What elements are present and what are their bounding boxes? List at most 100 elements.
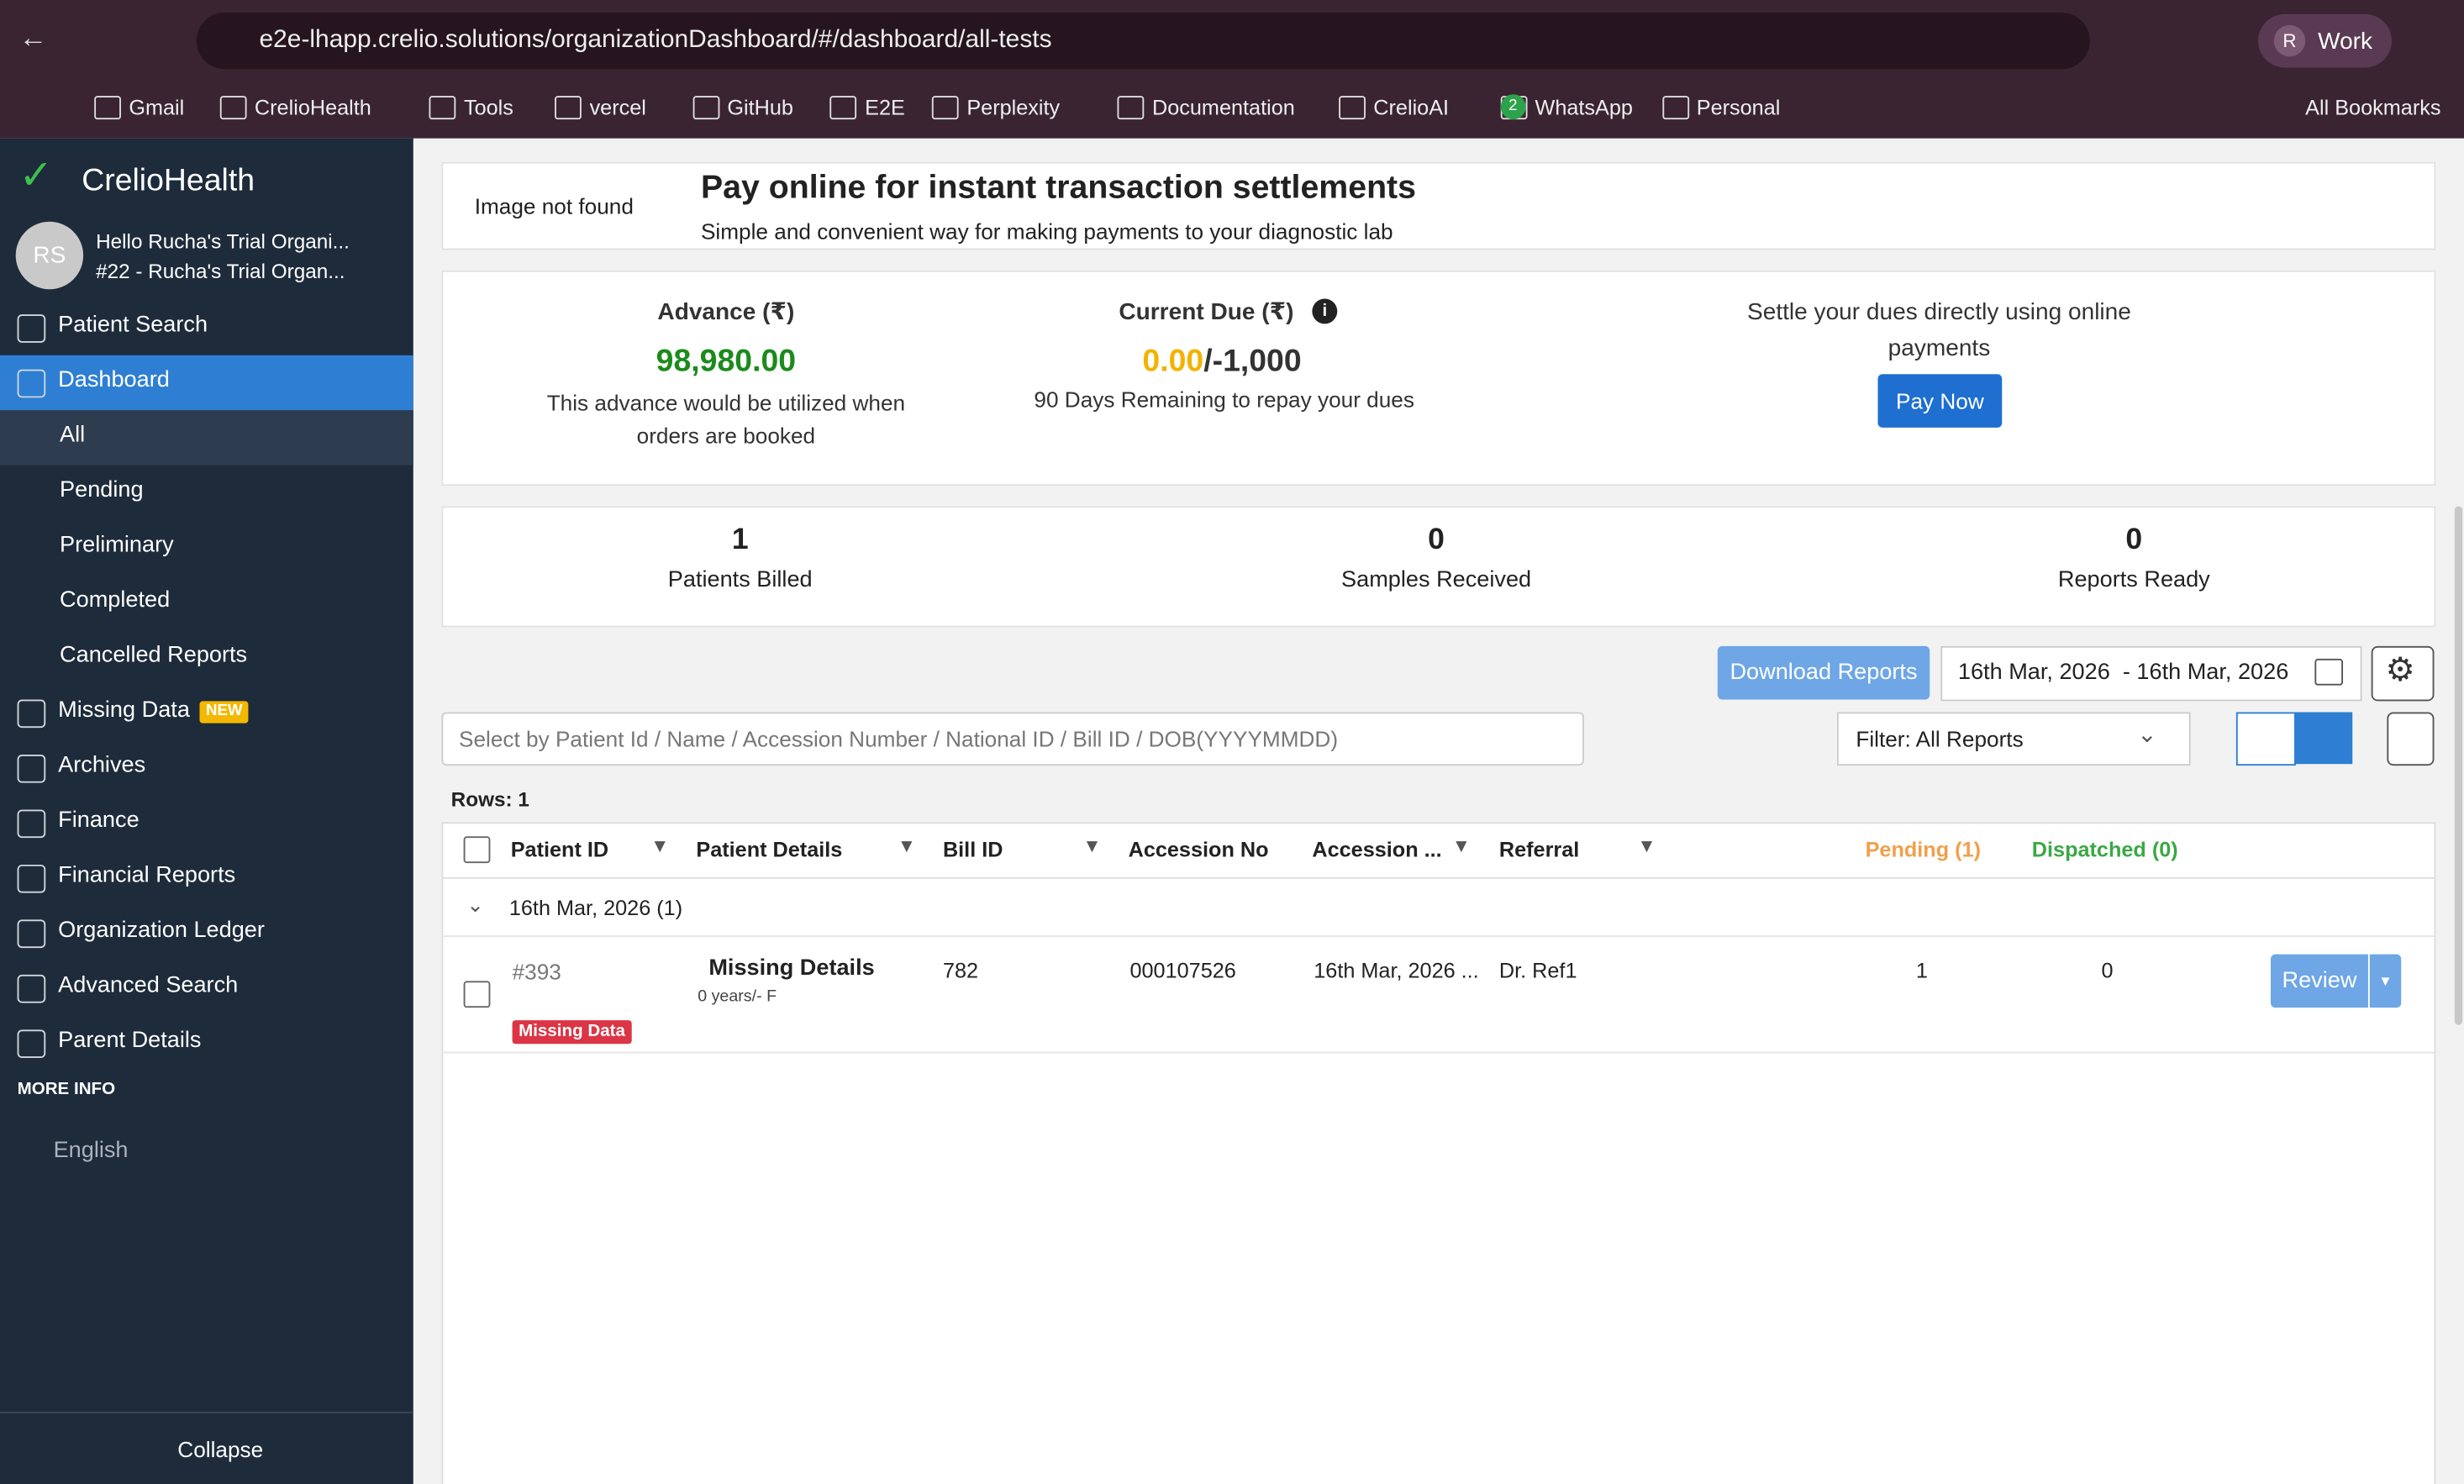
column-filter[interactable]: ▼ [1082,834,1102,857]
menu-item[interactable]: Archives [58,753,146,779]
back: ← [18,22,48,54]
review-dropdown[interactable]: ▼ [2369,954,2402,1008]
bookmark[interactable]: Gmail [129,96,185,120]
menu-item[interactable]: Organization Ledger [58,918,265,944]
submenu-item[interactable]: All [60,423,86,449]
column-header[interactable]: Patient Details [696,838,843,862]
column-header[interactable]: Referral [1498,838,1580,862]
patient-name: Missing Details [708,955,875,981]
patient-id: #393 [512,959,561,985]
bookmark-badge: 2 [1500,94,1526,120]
stat-label: Reports Ready [2057,567,2210,593]
view-compact[interactable] [2294,712,2353,765]
menu-icon [17,754,46,783]
stat-value: 0 [2125,523,2143,557]
bookmark[interactable]: WhatsApp [1535,96,1633,120]
menu-item[interactable]: Missing Data [58,697,190,724]
pay-button[interactable]: Pay Now [1877,374,2003,428]
referral: Dr. Ref1 [1498,959,1577,983]
column-filter[interactable]: ▼ [1451,834,1472,857]
menu-icon [17,1029,46,1059]
bookmark-icon [429,96,456,120]
bookmark-icon [219,96,247,120]
collapse-line [0,1411,413,1413]
menu-icon [17,974,46,1003]
submenu-item[interactable]: Cancelled Reports [60,643,248,669]
bookmark-icon [1117,96,1145,120]
banner-title: Pay online for instant transaction settl… [700,170,1416,207]
column-header[interactable]: Accession No [1128,838,1269,862]
submenu-item[interactable]: Completed [60,587,171,613]
column-header[interactable]: Pending (1) [1865,838,1982,862]
submenu-item[interactable]: Pending [60,477,144,503]
column-filter[interactable]: ▼ [650,834,670,857]
download-button[interactable]: Download Reports [1717,645,1930,700]
filter: Filter: All Reports [1856,726,2024,752]
column-header[interactable]: Patient ID [510,838,609,862]
group-line [441,935,2435,937]
advance-note: This advance would be utilized when orde… [546,389,906,449]
view-list[interactable] [2235,712,2296,766]
menu-icon [17,699,46,729]
bookmark[interactable]: Tools [463,96,513,120]
bookmark[interactable]: E2E [865,96,905,120]
filter-box[interactable] [1836,712,2191,766]
menu-icon [17,919,46,949]
column-filter[interactable]: ▼ [1637,834,1656,857]
due-paid: 0.00 [1142,344,1204,379]
language[interactable]: English [53,1138,129,1164]
review-button[interactable]: Review [2271,954,2368,1008]
collapse[interactable]: Collapse [177,1436,264,1462]
stats-card [441,506,2436,628]
calendar-icon [2314,658,2344,686]
banner-image-alt: Image not found [474,193,634,219]
header-checkbox[interactable] [463,836,491,864]
scrollbar [2454,506,2463,1025]
stat-value: 0 [1428,523,1445,557]
url: e2e-lhapp.crelio.solutions/organizationD… [259,26,1052,54]
date-box[interactable] [1940,645,2362,702]
advance-amount: 98,980.00 [655,344,797,379]
stat-value: 1 [731,523,749,557]
menu-item[interactable]: Financial Reports [58,863,236,889]
info-icon: i [1312,298,1338,324]
due-note: 90 Days Remaining to repay your dues [1034,387,1414,413]
address-bar [196,12,2090,70]
group-label: 16th Mar, 2026 (1) [508,896,683,920]
menu-item[interactable]: Dashboard [58,367,170,393]
submenu-item[interactable]: Preliminary [60,533,174,559]
menu-icon [17,809,46,839]
header-line [441,876,2435,879]
bookmark[interactable]: CrelioAI [1373,96,1450,120]
refresh-button[interactable] [2387,712,2435,766]
brand-check: ✓ [18,150,54,198]
row-checkbox[interactable] [463,981,491,1008]
more-info: MORE INFO [17,1080,116,1099]
settings-button[interactable] [2371,645,2435,702]
bookmark[interactable]: Personal [1696,96,1781,120]
bookmark[interactable]: Documentation [1151,96,1295,120]
bookmark[interactable]: GitHub [727,96,793,120]
pending-count: 1 [1915,959,1928,983]
settings-icon: ⚙ [2385,652,2415,689]
menu-item[interactable]: Finance [58,808,140,834]
bookmark[interactable]: vercel [589,96,646,120]
bookmark[interactable]: Perplexity [966,96,1061,120]
column-header[interactable]: Dispatched (0) [2031,838,2178,862]
column-header[interactable]: Accession ... [1312,838,1442,862]
column-filter[interactable]: ▼ [897,834,916,857]
menu-icon [17,314,46,343]
due-amount: 0.00/-1,000 [1142,345,1301,381]
search-box[interactable] [441,712,1584,766]
column-header[interactable]: Bill ID [942,838,1003,862]
menu-item[interactable]: Advanced Search [58,973,239,998]
all-bookmarks[interactable]: All Bookmarks [2305,96,2441,120]
row-line [441,1051,2435,1054]
group-caret[interactable]: ⌄ [466,892,484,917]
menu-item[interactable]: Patient Search [58,313,208,339]
bookmark-icon [555,96,582,120]
menu-item[interactable]: Parent Details [58,1028,202,1054]
bookmark[interactable]: CrelioHealth [254,96,371,120]
org: #22 - Rucha's Trial Organ... [96,259,345,283]
